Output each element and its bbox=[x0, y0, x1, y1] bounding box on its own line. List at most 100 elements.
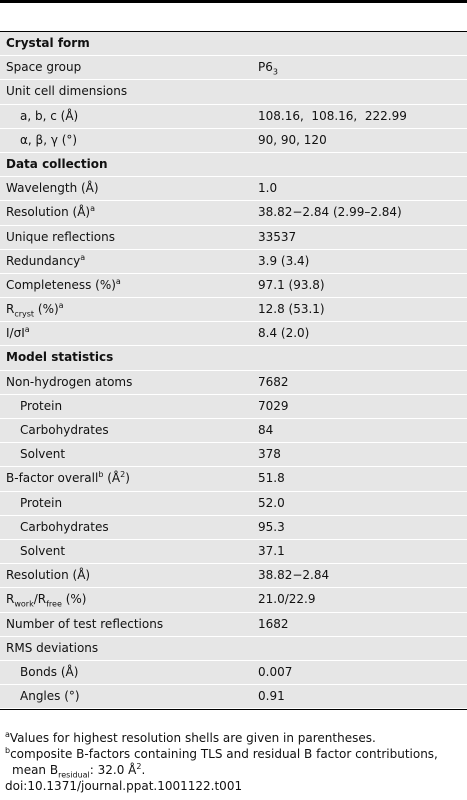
superscript: a bbox=[90, 204, 95, 214]
table-row: Angles (°) 0.91 bbox=[0, 685, 467, 710]
table-row: Completeness (%)a 97.1 (93.8) bbox=[0, 273, 467, 299]
row-label: Carbohydrates bbox=[20, 516, 109, 539]
row-label: Protein bbox=[20, 395, 62, 418]
table-row: Unique reflections 33537 bbox=[0, 225, 467, 250]
text-segment: 38.82−2.84 bbox=[258, 568, 330, 583]
text-segment: /R bbox=[33, 592, 47, 607]
table-row: Non-hydrogen atoms 7682 bbox=[0, 370, 467, 395]
text-segment: 90, 90, 120 bbox=[258, 132, 327, 147]
subscript: free bbox=[46, 599, 62, 609]
section-title: Data collection bbox=[6, 156, 108, 171]
text-segment: Carbohydrates bbox=[20, 423, 109, 437]
table-row: Rwork/Rfree (%) 21.0/22.9 bbox=[0, 588, 467, 613]
text-segment: P6 bbox=[258, 60, 273, 75]
row-label: Carbohydrates bbox=[20, 419, 109, 442]
text-segment: 3.9 (3.4) bbox=[258, 253, 310, 268]
text-segment: Solvent bbox=[20, 543, 66, 558]
text-segment: I/σI bbox=[6, 326, 25, 341]
text-segment: Resolution (Å) bbox=[6, 205, 91, 220]
section-title: Crystal form bbox=[6, 36, 90, 50]
text-segment: Values for highest resolution shells are… bbox=[9, 731, 376, 746]
text-segment: Redundancy bbox=[6, 253, 81, 268]
table-row: RMS deviations bbox=[0, 636, 467, 661]
text-segment: (%) bbox=[34, 302, 59, 317]
row-label: Space group bbox=[6, 56, 81, 79]
section-row: Crystal form bbox=[0, 32, 467, 57]
row-value: 97.1 (93.8) bbox=[258, 274, 325, 297]
table-row: Carbohydrates 84 bbox=[0, 419, 467, 444]
row-label: Resolution (Å)a bbox=[6, 201, 95, 224]
table-row: Resolution (Å)a 38.82−2.84 (2.99–2.84) bbox=[0, 201, 467, 226]
text-segment: α, β, γ (°) bbox=[20, 132, 78, 147]
superscript: b bbox=[98, 470, 104, 480]
row-value: 95.3 bbox=[258, 516, 285, 539]
table-bottom-rule bbox=[0, 709, 467, 730]
row-label: I/σIa bbox=[6, 322, 30, 345]
text-segment: 37.1 bbox=[258, 543, 285, 558]
row-value: 1.0 bbox=[258, 177, 277, 200]
row-value: 84 bbox=[258, 419, 273, 442]
text-segment: (Å bbox=[103, 471, 121, 486]
row-label: α, β, γ (°) bbox=[20, 129, 77, 152]
section-title: Model statistics bbox=[6, 350, 114, 365]
text-segment: Non-hydrogen atoms bbox=[6, 374, 133, 389]
row-label: Wavelength (Å) bbox=[6, 177, 99, 200]
text-segment: R bbox=[6, 592, 15, 607]
text-segment: Unit cell dimensions bbox=[6, 84, 128, 99]
text-segment: 1.0 bbox=[258, 181, 278, 196]
superscript: a bbox=[24, 325, 30, 335]
superscript: 2 bbox=[120, 470, 126, 480]
table-row: Space group P63 bbox=[0, 56, 467, 81]
text-segment: Solvent bbox=[20, 447, 66, 462]
table-row: Protein 52.0 bbox=[0, 491, 467, 516]
text-segment: 378 bbox=[258, 447, 281, 462]
row-label: a, b, c (Å) bbox=[20, 105, 78, 128]
row-value: 38.82−2.84 (2.99–2.84) bbox=[258, 201, 402, 224]
row-label: Unit cell dimensions bbox=[6, 80, 127, 103]
superscript: 2 bbox=[136, 762, 142, 772]
row-value: 0.91 bbox=[258, 685, 285, 708]
text-segment: Carbohydrates bbox=[20, 519, 109, 534]
table-row: α, β, γ (°) 90, 90, 120 bbox=[0, 128, 467, 153]
row-value: 90, 90, 120 bbox=[258, 129, 327, 152]
text-segment: 1682 bbox=[258, 616, 289, 631]
row-value: 21.0/22.9 bbox=[258, 588, 315, 611]
table-row: Resolution (Å) 38.82−2.84 bbox=[0, 564, 467, 589]
table-row: B-factor overallb (Å2) 51.8 bbox=[0, 467, 467, 492]
row-label: Angles (°) bbox=[20, 685, 80, 708]
table-row: Solvent 378 bbox=[0, 443, 467, 468]
text-segment: Protein bbox=[20, 495, 63, 510]
text-segment: ) bbox=[125, 471, 130, 486]
row-value: 51.8 bbox=[258, 467, 285, 490]
text-segment: 7682 bbox=[258, 374, 289, 389]
text-segment: 7029 bbox=[258, 398, 289, 413]
text-segment: Wavelength (Å) bbox=[6, 181, 99, 196]
row-value: 38.82−2.84 bbox=[258, 564, 329, 587]
text-segment: . bbox=[141, 763, 146, 778]
subscript: residual bbox=[58, 770, 90, 780]
row-value: 37.1 bbox=[258, 540, 285, 563]
table-row: Unit cell dimensions bbox=[0, 80, 467, 105]
row-label: Solvent bbox=[20, 443, 65, 466]
row-label: Unique reflections bbox=[6, 226, 115, 249]
subscript: 3 bbox=[272, 67, 278, 77]
text-segment: 97.1 (93.8) bbox=[258, 277, 325, 292]
text-segment: a, b, c (Å) bbox=[20, 108, 79, 123]
row-value: 108.16, 108.16, 222.99 bbox=[258, 105, 407, 128]
text-segment: Resolution (Å) bbox=[6, 568, 91, 583]
table-row: Protein 7029 bbox=[0, 394, 467, 419]
row-label: Resolution (Å) bbox=[6, 564, 90, 587]
text-segment: 0.91 bbox=[258, 689, 285, 704]
text-segment: (%) bbox=[61, 592, 87, 607]
superscript: b bbox=[5, 746, 11, 756]
row-value: 0.007 bbox=[258, 661, 292, 684]
text-segment: 95.3 bbox=[258, 519, 285, 534]
table-row: Redundancya 3.9 (3.4) bbox=[0, 249, 467, 274]
superscript: a bbox=[5, 730, 10, 740]
section-row: Data collection bbox=[0, 152, 467, 178]
text-segment: composite B-factors containing TLS and r… bbox=[10, 747, 438, 778]
row-label: Completeness (%)a bbox=[6, 274, 121, 297]
row-value: 33537 bbox=[258, 226, 296, 249]
text-segment: B-factor overall bbox=[6, 471, 99, 486]
text-segment: 52.0 bbox=[258, 495, 285, 510]
